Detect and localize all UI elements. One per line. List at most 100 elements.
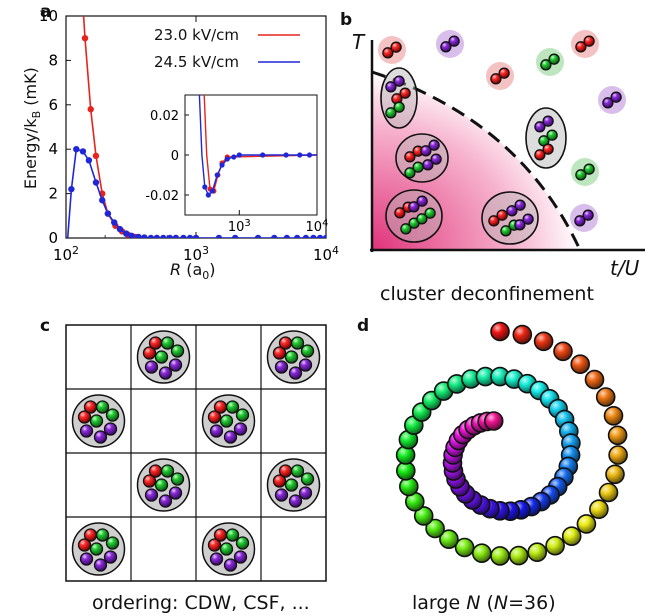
molecule: [400, 217, 420, 235]
inset-point: [236, 152, 242, 158]
bead: [412, 161, 424, 173]
molecule: [382, 41, 402, 59]
inset-ytick-label: 0.02: [150, 109, 179, 124]
bead: [235, 536, 250, 550]
inset-point: [209, 188, 215, 194]
ring-bead: [490, 546, 510, 566]
bead: [490, 73, 502, 85]
bead: [574, 215, 586, 227]
inset-xtick-label: 103: [228, 218, 251, 235]
a-ytick-label: 8: [48, 51, 58, 69]
bead: [158, 494, 173, 508]
bead: [272, 346, 287, 360]
ring-bead: [607, 425, 628, 446]
bead: [298, 358, 313, 372]
bead: [272, 474, 287, 488]
bead: [95, 400, 110, 414]
bead: [542, 143, 554, 155]
molecule: [506, 199, 526, 217]
molecule: [404, 161, 424, 179]
bead: [506, 205, 518, 217]
bead: [393, 101, 405, 113]
bead: [83, 528, 98, 542]
data-point: [186, 234, 194, 238]
bead: [233, 422, 248, 436]
ring-bead: [570, 354, 591, 375]
d-ring-chain: [395, 321, 628, 566]
b-ylabel: T: [352, 30, 365, 54]
data-point: [68, 185, 75, 193]
molecule: [602, 91, 622, 109]
data-point: [116, 225, 124, 233]
bead: [103, 422, 118, 436]
bead: [79, 552, 94, 566]
data-point: [160, 234, 167, 238]
bead: [274, 488, 289, 502]
bead: [575, 169, 587, 181]
data-point: [283, 234, 291, 238]
ring-bead: [561, 526, 582, 547]
bead: [300, 472, 315, 486]
bead: [400, 223, 412, 235]
data-point: [92, 179, 100, 186]
data-point: [111, 219, 118, 226]
ring-bead: [595, 387, 616, 407]
data-point: [310, 234, 317, 238]
molecule: [416, 207, 436, 225]
bead: [144, 360, 159, 374]
bead: [546, 129, 558, 141]
bead: [77, 410, 92, 424]
bead: [440, 41, 452, 53]
ring-bead: [533, 331, 554, 352]
bead: [284, 350, 299, 364]
bead: [404, 151, 416, 163]
data-point: [81, 35, 89, 42]
bead: [170, 344, 185, 358]
inset-point: [260, 152, 266, 158]
molecule: [404, 145, 424, 163]
ring-bead: [512, 324, 533, 345]
molecule: [574, 209, 594, 227]
bead: [148, 336, 163, 350]
bead: [83, 400, 98, 414]
data-point: [316, 234, 324, 238]
bead: [488, 215, 500, 227]
bead: [170, 472, 185, 486]
data-point: [192, 234, 200, 238]
bead: [233, 550, 248, 564]
bead: [209, 424, 224, 438]
panel-label-d: d: [357, 316, 370, 336]
molecule: [385, 75, 405, 93]
bead: [422, 159, 434, 171]
bead: [583, 163, 595, 175]
data-point: [254, 234, 262, 238]
bead: [105, 408, 120, 422]
inset-ytick-label: 0: [171, 149, 179, 164]
ring-bead: [608, 445, 628, 465]
inset-xtick-label: 104: [306, 218, 329, 235]
bead: [160, 464, 175, 478]
molecule: [514, 213, 534, 231]
ring-bead: [584, 369, 605, 390]
molecule: [534, 143, 554, 161]
molecule: [420, 139, 440, 157]
data-point: [293, 234, 301, 238]
bead: [142, 346, 157, 360]
data-point: [128, 232, 135, 238]
data-point: [271, 234, 278, 238]
panel-c-lattice: [65, 324, 327, 582]
ring-bead: [413, 506, 434, 526]
panel-b-diagram: [370, 30, 645, 252]
bead: [534, 121, 546, 133]
data-point: [172, 234, 180, 238]
data-point: [180, 234, 187, 238]
bead: [610, 91, 622, 103]
bead: [207, 410, 222, 424]
bead: [408, 201, 420, 213]
bead: [89, 542, 104, 556]
ring-bead: [483, 411, 504, 431]
bead: [168, 486, 183, 500]
bead: [582, 209, 594, 221]
